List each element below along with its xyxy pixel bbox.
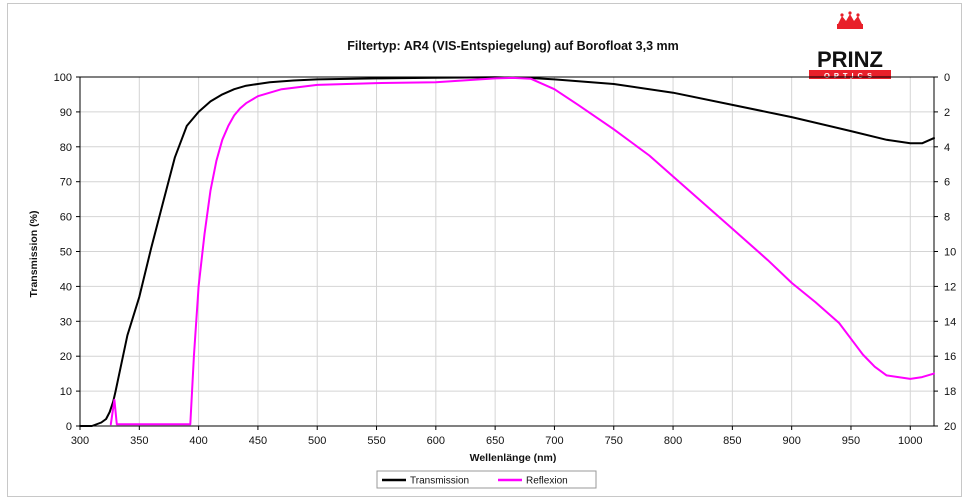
x-tick-label: 500 <box>308 435 326 447</box>
series-line-transmission <box>79 76 935 427</box>
y2-tick-label: 2 <box>944 107 950 119</box>
x-tick-label: 650 <box>486 435 504 447</box>
y-tick-label: 100 <box>54 72 72 84</box>
chart-frame: Filtertyp: AR4 (VIS-Entspiegelung) auf B… <box>7 3 962 497</box>
x-tick-label: 800 <box>664 435 682 447</box>
y-tick-label: 70 <box>60 177 72 189</box>
x-tick-label: 1000 <box>898 435 922 447</box>
y-tick-label: 30 <box>60 316 72 328</box>
y-tick-label: 40 <box>60 281 72 293</box>
x-tick-label: 700 <box>545 435 563 447</box>
y-tick-label: 0 <box>66 421 72 433</box>
x-tick-label: 900 <box>782 435 800 447</box>
y-axis-right: 0 2 4 6 8 10 12 14 16 18 20 <box>934 72 956 433</box>
logo-name: PRINZ <box>817 47 883 72</box>
grid <box>79 76 934 427</box>
y-axis-label: Transmission (%) <box>28 211 40 298</box>
x-tick-label: 850 <box>723 435 741 447</box>
y-axis-left: 0 10 20 30 40 50 60 70 80 90 100 <box>54 72 80 433</box>
x-tick-label: 550 <box>367 435 385 447</box>
y-tick-label: 20 <box>60 351 72 363</box>
y2-tick-label: 14 <box>944 316 956 328</box>
x-tick-label: 750 <box>605 435 623 447</box>
logo: PRINZ OPTICS <box>809 11 891 80</box>
y2-tick-label: 20 <box>944 421 956 433</box>
x-axis: 300 350 400 450 500 550 600 650 700 750 800 850 900 9… <box>71 426 923 447</box>
y-tick-label: 80 <box>60 142 72 154</box>
legend-box <box>376 470 597 489</box>
y2-tick-label: 0 <box>944 72 950 84</box>
y2-tick-label: 6 <box>944 177 950 189</box>
logo-band <box>809 70 891 79</box>
x-tick-label: 350 <box>130 435 148 447</box>
x-tick-label: 450 <box>249 435 267 447</box>
y-tick-label: 50 <box>60 247 72 259</box>
y2-tick-label: 12 <box>944 281 956 293</box>
y-tick-label: 10 <box>60 386 72 398</box>
x-tick-label: 600 <box>427 435 445 447</box>
crown-icon <box>837 11 863 29</box>
y-tick-label: 90 <box>60 107 72 119</box>
logo-tagline: OPTICS <box>824 71 876 80</box>
x-axis-label: Wellenlänge (nm) <box>470 452 557 464</box>
series-group <box>79 76 935 427</box>
y2-tick-label: 8 <box>944 212 950 224</box>
x-tick-label: 400 <box>189 435 207 447</box>
x-tick-label: 300 <box>71 435 89 447</box>
x-tick-label: 950 <box>842 435 860 447</box>
chart: Filtertyp: AR4 (VIS-Entspiegelung) auf B… <box>28 11 956 489</box>
legend: Transmission Reflexion <box>376 470 597 489</box>
legend-label-reflexion: Reflexion <box>526 476 568 487</box>
y2-tick-label: 16 <box>944 351 956 363</box>
y2-tick-label: 10 <box>944 247 956 259</box>
y2-tick-label: 4 <box>944 142 950 154</box>
chart-title: Filtertyp: AR4 (VIS-Entspiegelung) auf B… <box>347 39 679 53</box>
y-tick-label: 60 <box>60 212 72 224</box>
series-line-reflexion <box>109 76 935 426</box>
y2-tick-label: 18 <box>944 386 956 398</box>
legend-label-transmission: Transmission <box>410 476 469 487</box>
